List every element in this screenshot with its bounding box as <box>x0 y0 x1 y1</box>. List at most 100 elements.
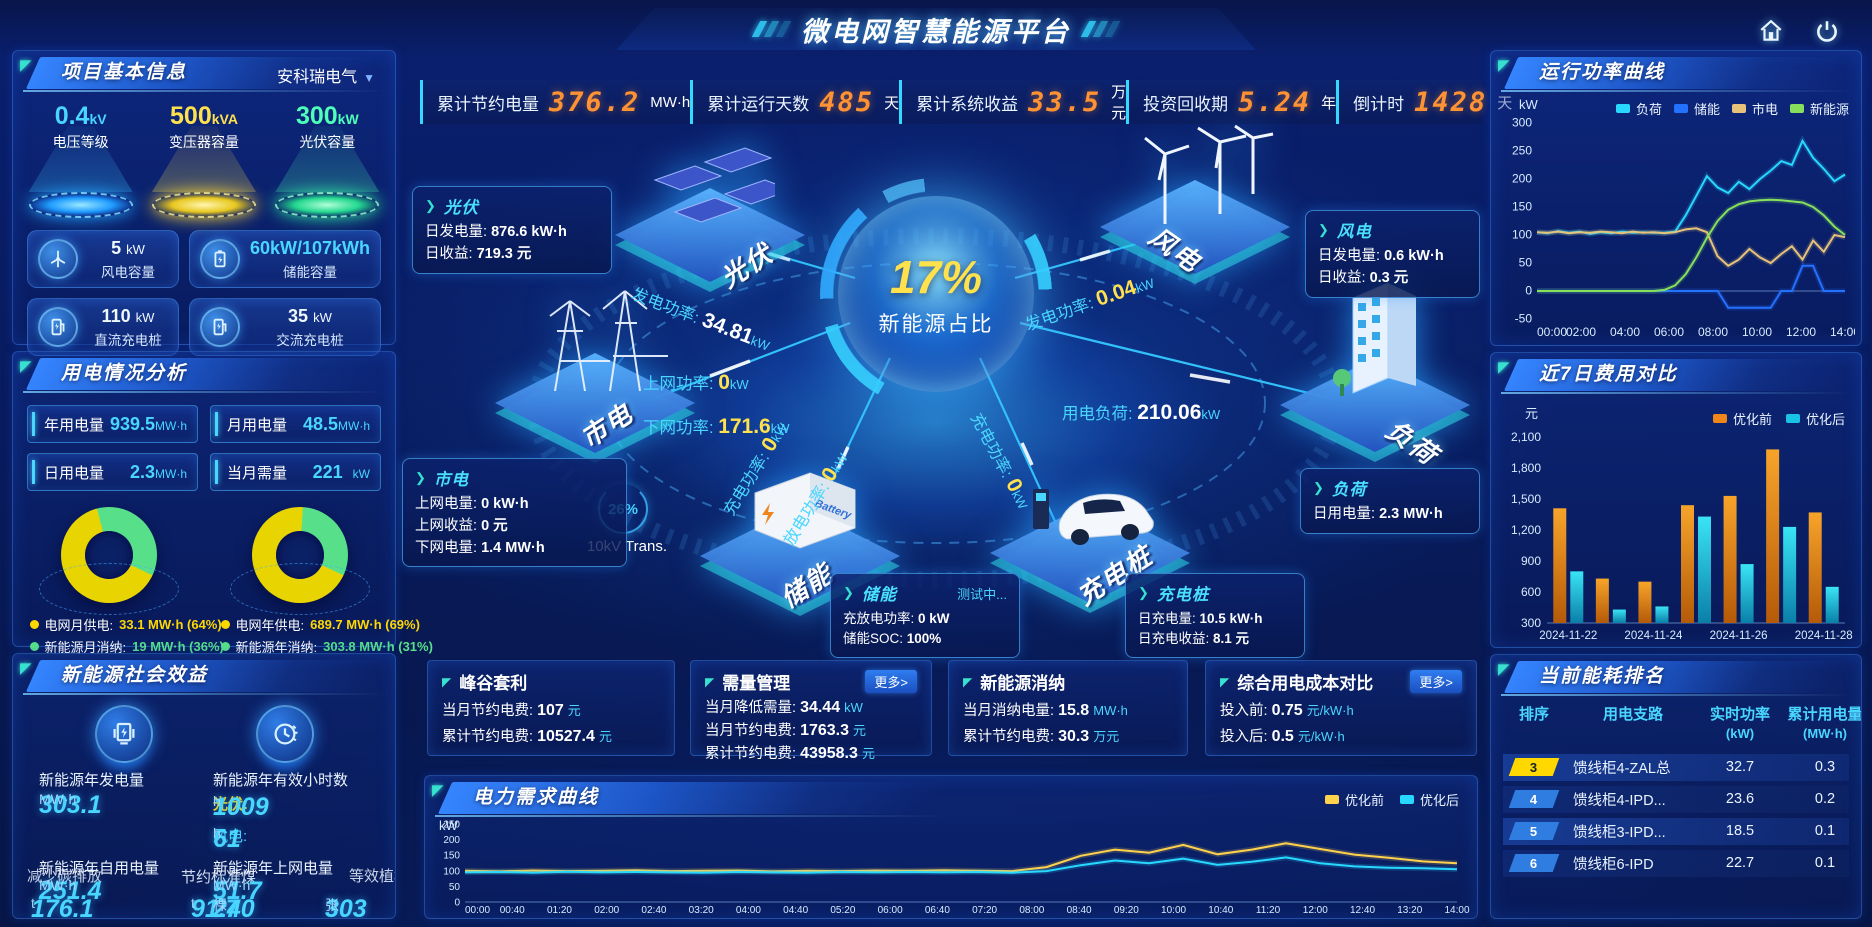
svg-text:200: 200 <box>1512 172 1532 186</box>
corner-icon: ◤ <box>1498 57 1510 74</box>
corner-icon: ◤ <box>963 674 973 689</box>
svg-text:06:00: 06:00 <box>1654 325 1684 339</box>
voltage-level-stat: 0.4kV 电压等级 <box>22 102 140 222</box>
card-peak-valley: ◤ 峰谷套利 当月节约电费: 107 元 累计节约电费: 10527.4 元 <box>427 660 675 756</box>
svg-text:10:00: 10:00 <box>1742 325 1772 339</box>
panel-title: 新能源社会效益 <box>61 665 209 686</box>
svg-text:300: 300 <box>1521 616 1541 630</box>
panel-power-curve: ◤ 运行功率曲线 kW 负荷 储能 市电 新能源 300 250 200 150 100… <box>1490 50 1862 346</box>
legend-demand-after[interactable]: 优化后 <box>1399 790 1459 809</box>
legend-grid-year[interactable]: 电网年供电: 689.7 MW·h (69%) <box>220 615 420 634</box>
stat-run-days: 累计运行天数 485 天 <box>690 80 899 124</box>
legend-storage[interactable]: 储能 <box>1673 99 1720 118</box>
stat-saved-energy: 累计节约电量 376.2 MW·h <box>420 80 690 124</box>
carbon-label: 减少碳排放 <box>27 868 103 885</box>
svg-text:1,500: 1,500 <box>1511 492 1541 506</box>
hours-label: 新能源年有效小时数 <box>213 772 349 789</box>
rank-badge: 5 <box>1508 822 1560 840</box>
table-row[interactable]: 5 馈线柜3-IPD... 18.5 0.1 <box>1503 817 1849 845</box>
arrow-icon: ❯ <box>1318 222 1329 237</box>
card-renewable-absorb: ◤ 新能源消纳 当月消纳电量: 15.8 MW·h 累计节约电费: 30.3 万元 <box>948 660 1188 756</box>
company-name: 安科瑞电气 <box>277 69 358 86</box>
svg-text:08:00: 08:00 <box>1698 325 1728 339</box>
hours-clock-icon <box>255 705 314 763</box>
storage-platform: Battery <box>700 472 900 616</box>
svg-text:12:00: 12:00 <box>1303 905 1328 916</box>
tree-label: 等效植树数 <box>349 868 395 885</box>
charger-icon <box>38 307 78 347</box>
legend-load[interactable]: 负荷 <box>1615 99 1662 118</box>
dc-charger-card: 110 kW 直流充电桩 <box>27 298 179 356</box>
gen-label: 新能源年发电量 <box>39 772 145 789</box>
ranking-header: 排序 用电支路 实时功率 (kW) 累计用电量 (MW·h) <box>1518 706 1862 741</box>
svg-text:250: 250 <box>1512 144 1532 158</box>
panel-header: ◤ 近7日费用对比 <box>1497 357 1855 394</box>
more-button[interactable]: 更多> <box>1410 670 1462 693</box>
storage-capacity-card: 60kW/107kWh 储能容量 <box>188 230 381 288</box>
wind-info-box: ❯ 风电 日发电量: 0.6 kW·h 日收益: 0.3 元 <box>1305 210 1480 298</box>
svg-text:50: 50 <box>449 882 461 893</box>
panel-title: 用电情况分析 <box>61 363 188 384</box>
arrow-icon: ❯ <box>843 585 854 600</box>
svg-text:08:40: 08:40 <box>1067 905 1092 916</box>
more-button[interactable]: 更多> <box>865 670 917 693</box>
legend-before[interactable]: 优化前 <box>1712 409 1772 428</box>
svg-text:200: 200 <box>443 835 460 846</box>
legend-renew-month[interactable]: 新能源月消纳: 19 MW·h (36%) <box>29 637 224 656</box>
legend-grid[interactable]: 市电 <box>1731 99 1778 118</box>
corner-icon: ◤ <box>20 57 32 74</box>
load-info-box: ❯ 负荷 日用电量: 2.3 MW·h <box>1300 468 1480 534</box>
svg-text:-50: -50 <box>1515 312 1533 326</box>
power-icon[interactable] <box>1810 14 1844 48</box>
svg-text:0: 0 <box>454 898 460 909</box>
renewable-share-label: 新能源占比 <box>878 313 994 336</box>
svg-text:2024-11-28: 2024-11-28 <box>1795 630 1853 642</box>
svg-text:300: 300 <box>1512 116 1532 130</box>
corner-icon: ◤ <box>705 674 715 689</box>
panel-cost-compare: ◤ 近7日费用对比 元 优化前 优化后 2,100 1,800 1,500 1,200… <box>1490 352 1862 648</box>
svg-text:08:00: 08:00 <box>1019 905 1044 916</box>
solar-panels-icon <box>653 147 775 223</box>
svg-text:2024-11-22: 2024-11-22 <box>1539 630 1597 642</box>
svg-text:13:20: 13:20 <box>1397 905 1422 916</box>
panel-title: 项目基本信息 <box>61 62 188 83</box>
svg-text:100: 100 <box>1512 228 1532 242</box>
renewable-share-sphere: 17% 新能源占比 <box>838 196 1034 392</box>
legend-after[interactable]: 优化后 <box>1785 409 1845 428</box>
corner-icon: ◤ <box>20 660 32 677</box>
home-icon[interactable] <box>1754 14 1788 48</box>
svg-text:01:20: 01:20 <box>547 905 572 916</box>
legend-renewable[interactable]: 新能源 <box>1789 99 1849 118</box>
day-usage-pill: 日用电量 2.3MW·h <box>27 453 198 491</box>
wind-turbine-icon <box>38 239 78 279</box>
battery-container-icon: Battery <box>754 472 856 549</box>
svg-text:150: 150 <box>443 851 460 862</box>
pv-platform <box>615 147 805 292</box>
panel-header: ◤ 项目基本信息 <box>19 55 389 92</box>
legend-renew-year[interactable]: 新能源年消纳: 303.8 MW·h (31%) <box>220 637 433 656</box>
charger-platform <box>990 489 1190 613</box>
svg-text:100: 100 <box>443 866 460 877</box>
rank-badge: 6 <box>1508 854 1560 872</box>
panel-title: 近7日费用对比 <box>1539 364 1678 385</box>
svg-text:00:00: 00:00 <box>1537 325 1567 339</box>
svg-text:50: 50 <box>1519 256 1533 270</box>
page-title: 微电网智慧能源平台 <box>801 16 1071 47</box>
legend-demand-before[interactable]: 优化前 <box>1324 790 1384 809</box>
svg-text:2,100: 2,100 <box>1511 431 1541 444</box>
legend-grid-month[interactable]: 电网月供电: 33.1 MW·h (64%) <box>29 615 222 634</box>
table-row[interactable]: 4 馈线柜4-IPD... 23.6 0.2 <box>1503 785 1849 813</box>
transformer-capacity-stat: 500kVA 变压器容量 <box>145 102 263 222</box>
flow-grid-down: 下网功率: 171.6kW <box>643 415 790 438</box>
generation-icon <box>94 705 153 763</box>
wind-platform <box>1100 124 1290 284</box>
panel-energy-ranking: ◤ 当前能耗排名 排序 用电支路 实时功率 (kW) 累计用电量 (MW·h) 3 … <box>1490 654 1862 919</box>
panel-title: 运行功率曲线 <box>1539 62 1666 83</box>
corner-icon: ◤ <box>1220 674 1230 689</box>
charger-icon <box>199 307 240 347</box>
panel-header: ◤ 当前能耗排名 <box>1497 659 1855 696</box>
table-row[interactable]: 6 馈线柜6-IPD 22.7 0.1 <box>1503 849 1849 877</box>
svg-text:09:20: 09:20 <box>1114 905 1139 916</box>
company-dropdown[interactable]: 安科瑞电气 ▼ <box>277 63 375 87</box>
table-row[interactable]: 3 馈线柜4-ZAL总 32.7 0.3 <box>1503 753 1849 781</box>
